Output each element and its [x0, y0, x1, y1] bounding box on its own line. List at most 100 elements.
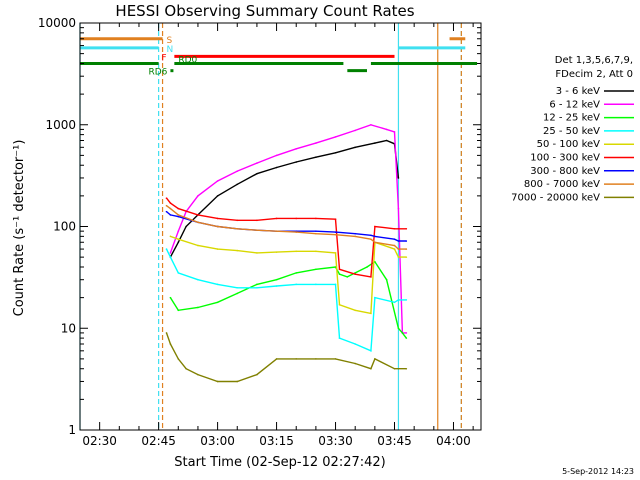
series-5-point — [275, 251, 278, 253]
series-line-8 — [166, 205, 407, 250]
series-2-point — [256, 162, 258, 164]
series-2-point — [236, 170, 239, 172]
legend-label-4: 25 - 50 keV — [543, 126, 600, 137]
series-3-point — [275, 278, 278, 281]
series-5-point — [216, 248, 219, 250]
series-6-point — [374, 225, 376, 228]
series-1-point — [397, 177, 400, 179]
x-tick-label: 03:00 — [200, 434, 235, 448]
series-4-point — [197, 278, 199, 281]
x-axis-label: Start Time (02-Sep-12 02:27:42) — [174, 455, 385, 470]
series-9-point — [275, 358, 278, 360]
series-line-4 — [165, 248, 407, 352]
series-8-point — [397, 248, 400, 250]
series-1-point — [236, 183, 239, 186]
series-9-point — [370, 367, 372, 370]
series-6-point — [216, 217, 219, 220]
series-6-point — [354, 273, 356, 275]
series-6-point — [177, 207, 180, 210]
series-1-point — [275, 166, 278, 169]
series-5-point — [338, 304, 341, 306]
series-4-point — [256, 286, 258, 289]
series-4-point — [338, 337, 341, 339]
series-5-point — [397, 256, 400, 258]
series-line-1 — [169, 139, 400, 258]
series-3-point — [236, 292, 239, 295]
series-9-point — [374, 358, 376, 360]
series-5-point — [177, 238, 180, 241]
legend-label-7: 300 - 800 keV — [530, 166, 600, 177]
series-1-point — [385, 139, 388, 142]
series-4-point — [374, 296, 376, 299]
generation-timestamp: 5-Sep-2012 14:23 — [562, 467, 634, 476]
series-6-point — [338, 268, 341, 271]
series-1-point — [177, 241, 180, 244]
series-7-point — [315, 230, 317, 232]
series-8-point — [374, 241, 376, 244]
y-tick-label: 1 — [68, 423, 76, 437]
series-6-point — [275, 217, 278, 220]
series-8-point — [197, 221, 199, 224]
legend-header-line-2: FDecim 2, Att 0 — [555, 69, 633, 80]
series-6-point — [334, 218, 337, 220]
series-1-point — [315, 156, 317, 158]
series-4-point — [165, 248, 168, 250]
series-8-point — [393, 244, 396, 247]
series-2-point — [354, 129, 356, 132]
flag-label-n: N — [167, 45, 174, 55]
series-4-point — [216, 283, 219, 286]
series-7-point — [165, 210, 168, 213]
series-4-point — [295, 283, 298, 286]
series-9-point — [169, 343, 172, 345]
series-7-point — [374, 235, 376, 238]
series-2-point — [216, 180, 219, 182]
series-4-point — [370, 350, 372, 352]
series-4-point — [169, 256, 172, 258]
series-5-point — [256, 252, 258, 254]
series-8-point — [334, 233, 337, 236]
series-8-point — [275, 230, 278, 232]
series-8-point — [354, 235, 356, 238]
axes-frame — [79, 22, 482, 431]
series-2-point — [393, 131, 396, 133]
series-5-point — [295, 250, 298, 253]
series-5-point — [236, 249, 239, 252]
series-6-point — [370, 276, 372, 278]
series-4-point — [236, 286, 239, 289]
flag-label-rd0: RD0 — [178, 55, 197, 65]
series-7-point — [177, 215, 180, 218]
series-7-point — [354, 232, 356, 235]
series-9-point — [334, 358, 337, 360]
series-7-point — [393, 238, 396, 241]
series-8-point — [256, 229, 258, 231]
series-9-point — [197, 373, 199, 376]
series-2-point — [315, 142, 317, 144]
series-5-point — [405, 256, 408, 258]
series-2-point — [405, 332, 408, 334]
series-5-point — [315, 250, 317, 253]
series-8-point — [370, 238, 372, 241]
legend-label-3: 12 - 25 keV — [543, 113, 600, 124]
chart-title: HESSI Observing Summary Count Rates — [115, 2, 414, 20]
series-7-point — [334, 231, 337, 233]
series-9-point — [405, 367, 408, 370]
series-1-point — [185, 225, 187, 228]
series-3-point — [338, 273, 341, 275]
y-axis-label: Count Rate (s⁻¹ detector⁻¹) — [12, 140, 27, 317]
series-3-point — [354, 272, 356, 274]
series-6-point — [197, 214, 199, 216]
series-1-point — [216, 195, 219, 197]
series-3-point — [401, 332, 404, 334]
series-5-point — [169, 235, 172, 238]
y-tick-label: 100 — [53, 220, 76, 234]
series-3-point — [385, 278, 388, 281]
series-2-point — [275, 154, 278, 157]
series-8-point — [405, 248, 408, 250]
series-2-point — [397, 207, 400, 210]
series-6-point — [256, 219, 258, 222]
series-9-point — [256, 373, 258, 376]
series-line-2 — [169, 124, 407, 334]
series-1-point — [334, 152, 337, 154]
series-2-point — [169, 252, 172, 254]
